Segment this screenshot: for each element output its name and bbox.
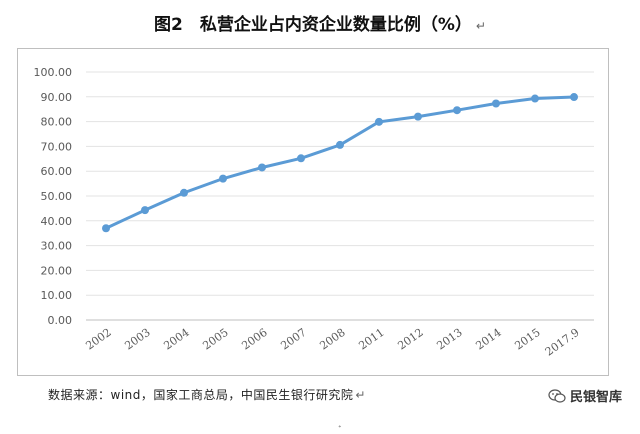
y-tick-label: 0.00 — [48, 314, 73, 327]
x-tick-label: 2014 — [473, 326, 503, 353]
x-tick-label: 2003 — [122, 326, 152, 353]
data-point — [180, 188, 188, 197]
chart-frame — [17, 48, 609, 376]
brand-watermark: 民银智库 — [548, 386, 622, 405]
data-point — [492, 99, 500, 108]
x-tick-label: 2013 — [434, 326, 464, 353]
y-tick-label: 60.00 — [41, 165, 73, 178]
y-tick-label: 70.00 — [41, 140, 73, 153]
x-tick-label: 2012 — [395, 326, 425, 353]
y-tick-label: 90.00 — [41, 91, 73, 104]
x-tick-label: 2006 — [239, 326, 269, 353]
data-point — [375, 117, 383, 126]
chart-title: 图2 私营企业占内资企业数量比例（%） ↵ — [0, 10, 640, 35]
y-tick-label: 20.00 — [41, 264, 73, 277]
y-tick-label: 40.00 — [41, 215, 73, 228]
data-point — [531, 94, 539, 103]
series-group — [102, 93, 578, 233]
y-axis-tick-labels: 0.00 10.00 20.00 30.00 40.00 50.00 60.00 70.00 8… — [34, 66, 73, 327]
grid-lines — [86, 71, 594, 321]
brand-text: 民银智库 — [569, 390, 622, 405]
data-point — [453, 106, 461, 115]
data-point — [336, 140, 344, 149]
x-axis-tick-labels: 2002 2003 2004 2005 2006 2007 2008 2011 2012 2013… — [83, 326, 581, 359]
y-tick-label: 10.00 — [41, 289, 73, 302]
x-tick-label: 2002 — [83, 326, 113, 353]
x-tick-label: 2007 — [278, 326, 308, 353]
x-tick-label: 2005 — [200, 326, 230, 353]
y-tick-label: 80.00 — [41, 116, 73, 129]
wechat-icon — [548, 388, 566, 403]
return-mark: ↵ — [475, 19, 486, 33]
footer-mark: ᐩ — [338, 424, 342, 434]
x-tick-label: 2011 — [356, 326, 386, 353]
chart-title-text: 图2 私营企业占内资企业数量比例（%） — [154, 15, 472, 35]
y-tick-label: 100.00 — [34, 66, 73, 79]
source-note: 数据来源：wind，国家工商总局，中国民生银行研究院 ↵ — [48, 386, 366, 403]
data-point — [258, 163, 266, 172]
x-tick-label: 2008 — [317, 326, 347, 353]
y-tick-label: 30.00 — [41, 240, 73, 253]
data-point — [141, 206, 149, 215]
x-tick-label: 2015 — [512, 326, 542, 353]
data-point — [219, 174, 227, 183]
data-point — [570, 93, 578, 102]
return-mark: ↵ — [355, 388, 366, 402]
data-point — [102, 224, 110, 233]
source-text: 数据来源：wind，国家工商总局，中国民生银行研究院 — [48, 388, 354, 402]
y-tick-label: 50.00 — [41, 190, 73, 203]
x-tick-label: 2017.9 — [543, 326, 582, 359]
x-tick-label: 2004 — [161, 326, 191, 353]
series-line — [105, 95, 575, 230]
data-point — [414, 112, 422, 121]
data-point — [297, 154, 305, 163]
